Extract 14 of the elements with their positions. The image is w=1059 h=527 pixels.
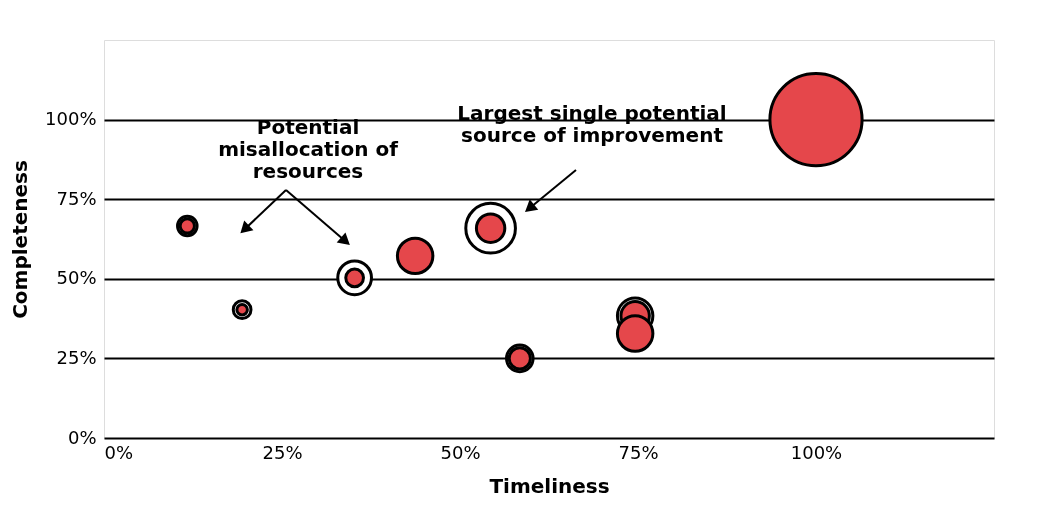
annotation: Potential misallocation of resources [218,115,399,183]
x-tick-label: 0% [104,441,134,463]
x-tick-label: 50% [440,441,481,463]
y-tick-label: 50% [56,267,97,289]
annotation: Largest single potential source of improvement [457,101,727,147]
x-tick-label: 100% [790,441,843,463]
x-tick-label: 25% [262,441,303,463]
x-tick-label: 75% [618,441,659,463]
y-tick-label: 100% [45,108,97,130]
y-tick-label: 75% [56,187,97,209]
x-axis-title: Timeliness [489,473,610,498]
y-tick-label: 0% [67,426,97,448]
y-axis-title: Completeness [8,160,33,319]
y-tick-label: 25% [56,346,97,368]
